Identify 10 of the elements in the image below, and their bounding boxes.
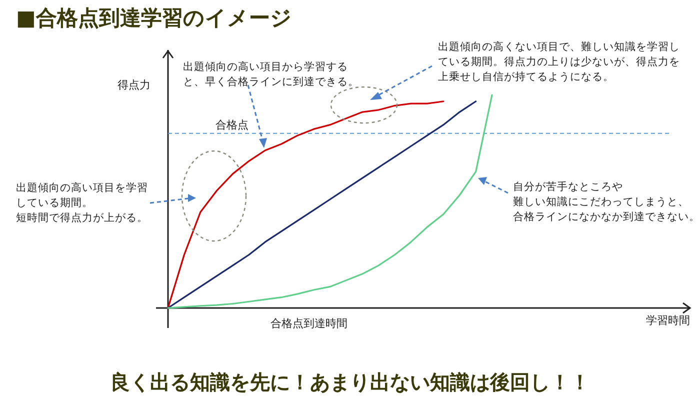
text: 出題傾向の高い項目を学習している期間。短時間で得点力が上がる。: [16, 181, 148, 224]
text: 自分が苦手なところや難しい知識にこだわってしまうと、合格ラインになかなか到達できない。: [513, 180, 700, 223]
chart-title: ■合格点到達学習のイメージ: [16, 5, 292, 30]
text: 合格点到達時間: [270, 317, 348, 330]
text: 出題傾向の高くない項目で、難しい知識を学習している期間。得点力の上りは少ないが、得点力を上乗せし自信が持てるようになる。: [438, 40, 680, 83]
text: 出題傾向の高い項目から学習すると、早く合格ラインに到達できる。: [183, 60, 359, 88]
ref-line-label: 合格点: [216, 118, 248, 132]
text: 学習時間: [646, 314, 690, 327]
text: 良く出る知識を先に！あまり出ない知識は後回し！！: [110, 370, 590, 394]
y-axis-title: 得点力: [118, 78, 150, 92]
